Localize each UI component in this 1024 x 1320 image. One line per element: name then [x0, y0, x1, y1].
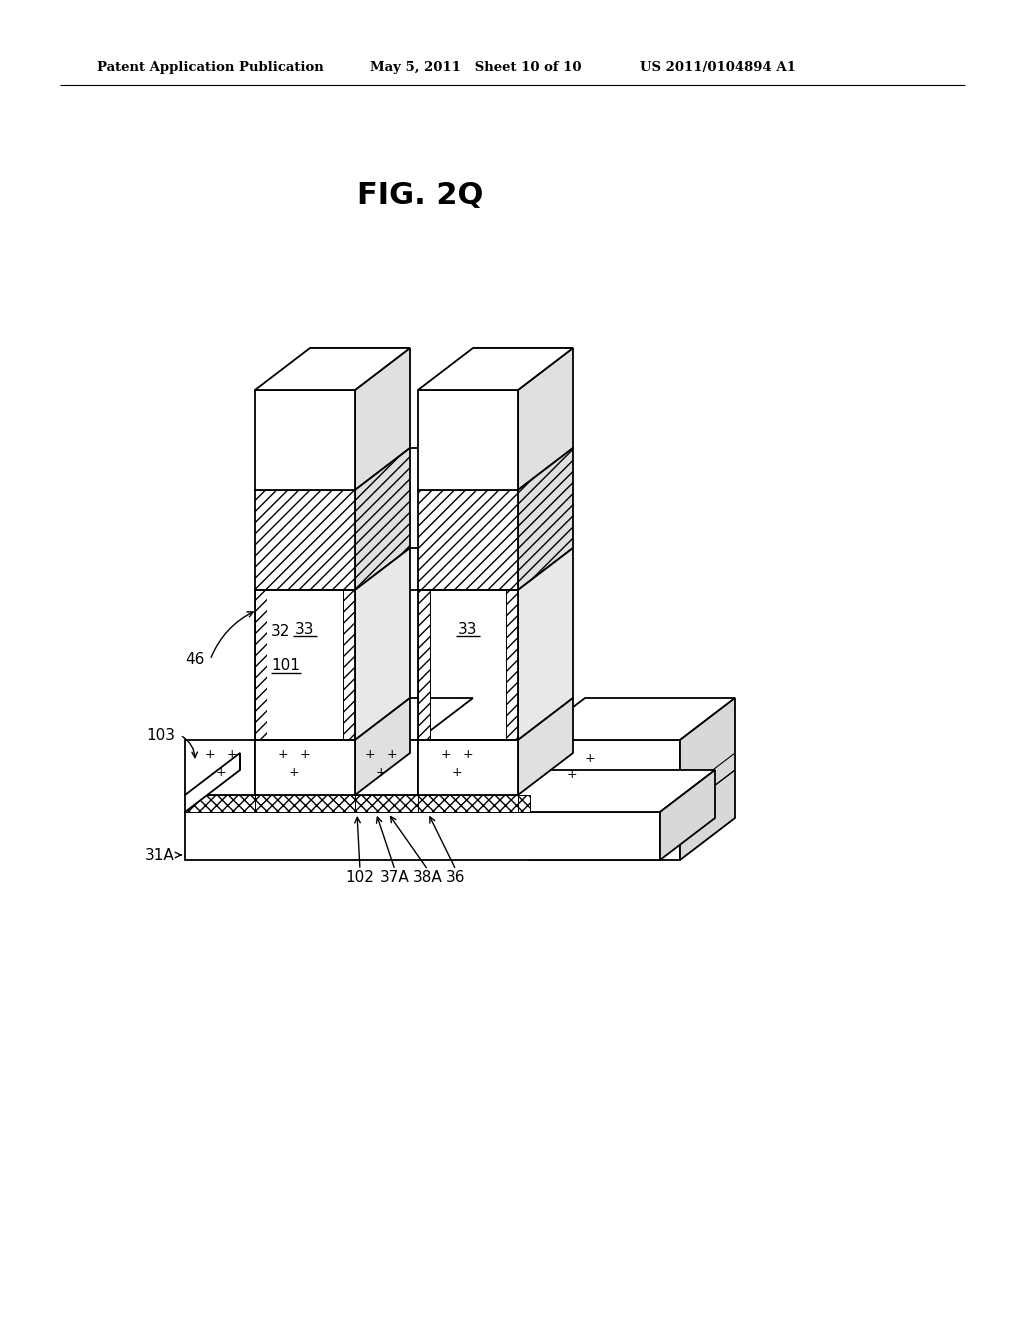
- Polygon shape: [530, 741, 680, 861]
- Text: +: +: [440, 748, 452, 762]
- Text: +: +: [205, 748, 215, 762]
- Text: 32: 32: [271, 624, 291, 639]
- Text: US 2011/0104894 A1: US 2011/0104894 A1: [640, 62, 796, 74]
- Text: +: +: [300, 748, 310, 762]
- Text: 37A: 37A: [380, 870, 410, 886]
- Polygon shape: [255, 590, 267, 741]
- Polygon shape: [185, 741, 255, 795]
- Text: +: +: [216, 766, 226, 779]
- Polygon shape: [680, 698, 735, 861]
- Text: +: +: [226, 748, 238, 762]
- Polygon shape: [418, 741, 518, 795]
- Polygon shape: [255, 795, 355, 812]
- Text: +: +: [365, 748, 376, 762]
- Text: 46: 46: [185, 652, 205, 668]
- Polygon shape: [518, 698, 573, 795]
- Polygon shape: [418, 590, 430, 741]
- Polygon shape: [418, 490, 518, 590]
- Text: 103: 103: [146, 727, 175, 742]
- Polygon shape: [506, 590, 518, 741]
- Text: FIG. 2Q: FIG. 2Q: [356, 181, 483, 210]
- Text: 36: 36: [446, 870, 466, 886]
- Text: +: +: [289, 766, 299, 779]
- Text: +: +: [452, 766, 462, 779]
- Polygon shape: [418, 795, 518, 812]
- Polygon shape: [518, 795, 530, 812]
- Text: 102: 102: [345, 870, 375, 886]
- Text: +: +: [463, 748, 473, 762]
- Text: 38A: 38A: [413, 870, 442, 886]
- Text: +: +: [566, 768, 578, 781]
- Text: 101: 101: [271, 657, 300, 672]
- Text: 33: 33: [295, 623, 314, 638]
- Polygon shape: [185, 812, 660, 861]
- Text: +: +: [550, 751, 560, 764]
- Polygon shape: [518, 548, 573, 741]
- Text: 33: 33: [459, 623, 478, 638]
- Polygon shape: [355, 348, 410, 490]
- Text: Patent Application Publication: Patent Application Publication: [97, 62, 324, 74]
- Polygon shape: [418, 795, 518, 812]
- Polygon shape: [355, 548, 410, 741]
- Polygon shape: [418, 389, 518, 490]
- Polygon shape: [255, 348, 410, 389]
- Polygon shape: [355, 795, 418, 812]
- Polygon shape: [355, 698, 410, 795]
- Polygon shape: [255, 795, 355, 812]
- Text: May 5, 2011   Sheet 10 of 10: May 5, 2011 Sheet 10 of 10: [370, 62, 582, 74]
- Polygon shape: [355, 447, 410, 590]
- Polygon shape: [255, 490, 355, 590]
- Polygon shape: [530, 741, 542, 812]
- Polygon shape: [255, 741, 355, 795]
- Polygon shape: [518, 447, 573, 590]
- Text: +: +: [278, 748, 289, 762]
- Polygon shape: [530, 698, 735, 741]
- Polygon shape: [267, 590, 343, 741]
- Polygon shape: [418, 348, 573, 389]
- Text: +: +: [585, 751, 595, 764]
- Polygon shape: [255, 389, 355, 490]
- Polygon shape: [518, 348, 573, 490]
- Polygon shape: [355, 741, 418, 795]
- Polygon shape: [660, 770, 715, 861]
- Polygon shape: [185, 770, 715, 812]
- Polygon shape: [185, 795, 255, 812]
- Polygon shape: [343, 590, 355, 741]
- Text: +: +: [376, 766, 386, 779]
- Polygon shape: [185, 752, 240, 812]
- Text: +: +: [387, 748, 397, 762]
- Text: 31A: 31A: [145, 847, 175, 862]
